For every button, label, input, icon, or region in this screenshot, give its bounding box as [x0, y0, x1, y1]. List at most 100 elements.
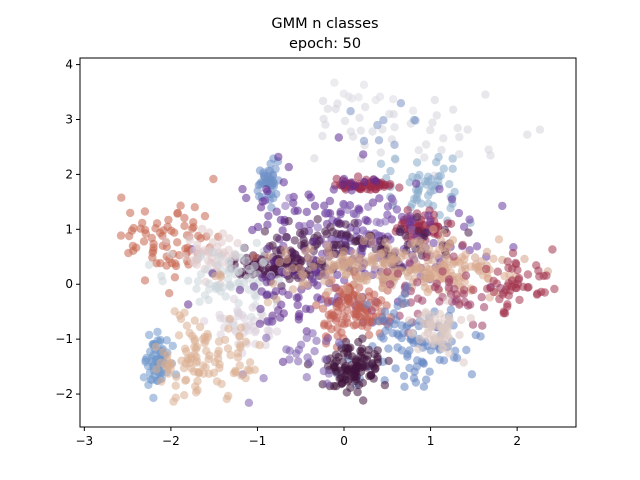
- data-point-cluster-24: [342, 369, 352, 378]
- data-point-cluster-25: [303, 353, 312, 362]
- data-point-cluster-18: [374, 271, 383, 280]
- data-point-cluster-18: [298, 270, 307, 279]
- data-point-cluster-27: [172, 372, 181, 382]
- data-point-cluster-22: [467, 370, 477, 379]
- data-point-cluster-25: [294, 357, 303, 366]
- data-point-cluster-12: [170, 228, 179, 237]
- data-point-cluster-24: [346, 383, 355, 392]
- data-point-cluster-8: [397, 212, 407, 222]
- data-point-cluster-18: [288, 264, 298, 273]
- data-point-cluster-8: [424, 211, 433, 220]
- data-point-cluster-16: [306, 305, 315, 314]
- y-tick-label: 3: [65, 113, 73, 127]
- data-point-cluster-20: [503, 282, 512, 291]
- data-point-cluster-23: [466, 314, 475, 323]
- data-point-cluster-18: [384, 243, 393, 252]
- data-point-cluster-27: [193, 376, 202, 386]
- data-point-cluster-3: [386, 166, 395, 176]
- data-point-cluster-7: [336, 207, 345, 216]
- data-point-cluster-0: [437, 145, 446, 155]
- data-point-cluster-3: [417, 199, 426, 208]
- data-point-cluster-7: [238, 184, 247, 194]
- data-point-cluster-11: [351, 237, 360, 246]
- data-point-cluster-22: [397, 321, 406, 330]
- data-point-cluster-22: [417, 357, 427, 366]
- data-point-cluster-7: [369, 175, 379, 184]
- data-point-cluster-16: [309, 237, 318, 246]
- data-point-cluster-7: [242, 193, 251, 203]
- data-point-cluster-12: [173, 209, 182, 218]
- data-point-cluster-1: [359, 80, 369, 90]
- data-point-cluster-4: [390, 140, 399, 149]
- data-point-cluster-9: [320, 209, 330, 218]
- data-point-cluster-17: [324, 321, 333, 330]
- data-point-cluster-18: [407, 239, 416, 249]
- data-point-cluster-24: [354, 337, 363, 347]
- data-point-cluster-27: [158, 347, 168, 357]
- data-point-cluster-26: [153, 327, 162, 337]
- data-point-cluster-3: [448, 164, 457, 173]
- data-point-cluster-16: [294, 312, 303, 321]
- data-point-cluster-22: [425, 367, 434, 376]
- data-point-cluster-18: [282, 255, 292, 264]
- y-tick-label: 4: [65, 58, 73, 72]
- data-point-cluster-27: [181, 376, 190, 385]
- data-point-cluster-18: [409, 252, 418, 261]
- data-point-cluster-18: [339, 247, 349, 256]
- data-point-cluster-24: [355, 363, 365, 372]
- data-point-cluster-8: [260, 196, 270, 205]
- data-point-cluster-11: [413, 213, 422, 222]
- data-point-cluster-16: [263, 244, 272, 254]
- data-point-cluster-18: [369, 254, 379, 263]
- chart-subtitle: epoch: 50: [289, 36, 361, 52]
- data-point-cluster-3: [413, 189, 422, 198]
- y-tick-label: 2: [65, 167, 73, 181]
- data-point-cluster-17: [337, 328, 346, 337]
- data-point-cluster-7: [412, 179, 421, 188]
- data-point-cluster-12: [139, 237, 149, 246]
- data-point-cluster-27: [235, 361, 244, 370]
- data-point-cluster-14: [193, 277, 203, 286]
- data-point-cluster-14: [214, 260, 223, 269]
- data-point-cluster-22: [405, 363, 414, 373]
- chart-title: GMM n classes: [271, 16, 378, 32]
- data-point-cluster-27: [190, 336, 200, 346]
- data-point-cluster-17: [344, 296, 354, 306]
- data-point-cluster-27: [204, 355, 213, 364]
- data-point-cluster-20: [511, 260, 521, 269]
- x-tick-label: 2: [513, 434, 521, 448]
- data-point-cluster-12: [148, 253, 157, 262]
- data-point-cluster-27: [255, 340, 264, 350]
- data-point-cluster-18: [437, 236, 446, 245]
- data-point-cluster-18: [332, 261, 341, 270]
- data-point-cluster-26: [168, 341, 177, 351]
- data-point-cluster-16: [278, 287, 287, 296]
- data-point-cluster-25: [323, 379, 332, 388]
- data-point-cluster-13: [217, 237, 226, 247]
- x-axis: −3 −2 −1 0 1 2: [75, 427, 521, 448]
- data-point-cluster-18: [356, 293, 366, 302]
- x-tick-label: 0: [340, 434, 348, 448]
- x-tick-label: 1: [427, 434, 435, 448]
- data-point-cluster-27: [226, 350, 235, 360]
- data-point-cluster-19: [500, 271, 509, 281]
- data-point-cluster-7: [274, 152, 283, 162]
- data-point-cluster-20: [500, 309, 510, 318]
- data-point-cluster-11: [272, 233, 282, 242]
- data-point-cluster-7: [325, 196, 335, 206]
- data-point-cluster-25: [262, 333, 271, 342]
- data-point-cluster-17: [370, 297, 380, 306]
- data-point-cluster-16: [268, 311, 277, 320]
- data-point-cluster-25: [310, 347, 319, 356]
- data-point-cluster-27: [181, 344, 190, 353]
- data-point-cluster-8: [328, 216, 337, 225]
- data-point-cluster-18: [325, 259, 335, 268]
- data-point-cluster-13: [225, 234, 234, 243]
- data-point-cluster-11: [342, 230, 351, 239]
- data-point-cluster-0: [481, 90, 490, 99]
- data-point-cluster-27: [213, 354, 223, 363]
- data-point-cluster-23: [421, 309, 430, 319]
- data-point-cluster-7: [360, 177, 369, 187]
- data-point-cluster-11: [291, 250, 300, 259]
